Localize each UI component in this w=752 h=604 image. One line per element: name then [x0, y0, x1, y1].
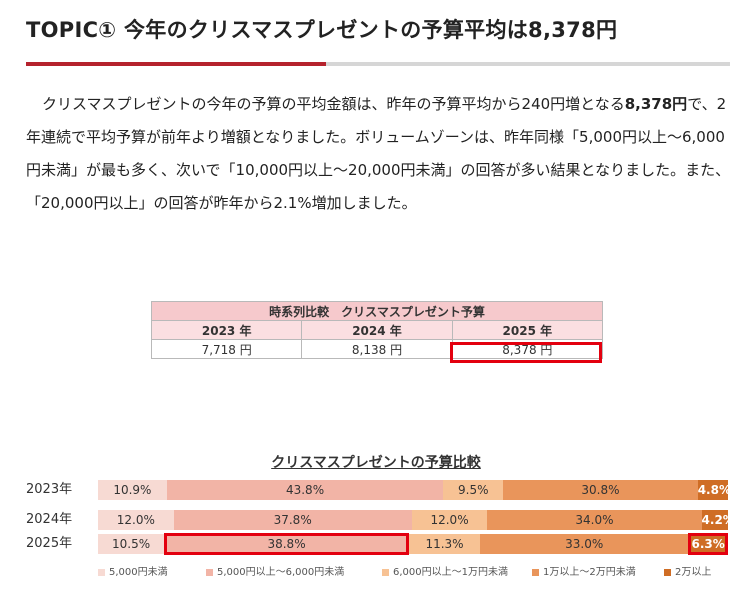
bar-segment: 37.8% — [173, 510, 412, 530]
stacked-bar-chart: 2023年 10.9% 43.8% 9.5% 30.8% 4.8% 2024年 12.0% 37… — [0, 478, 752, 598]
legend-swatch — [664, 568, 671, 576]
paragraph-highlight: 8,378円 — [624, 95, 688, 113]
budget-comparison-table: 時系列比較 クリスマスプレゼント予算 2023 年 2024 年 2025 年 … — [150, 301, 604, 359]
legend-swatch — [532, 568, 539, 576]
table-year-header: 2024 年 — [301, 320, 453, 340]
highlight-box — [164, 533, 409, 555]
table-value-cell: 7,718 円 — [150, 339, 303, 359]
table-year-header: 2023 年 — [150, 320, 303, 340]
legend-label: 2万以上 — [675, 567, 712, 578]
bar-segment: 4.8% — [697, 480, 728, 500]
row-label: 2024年 — [26, 512, 73, 527]
row-label: 2023年 — [26, 482, 73, 497]
highlight-box — [688, 533, 728, 555]
stacked-bar: 12.0%37.8%12.0%34.0%4.2% — [98, 510, 728, 530]
bar-segment: 6.3% — [688, 534, 728, 554]
article-title: TOPIC① 今年のクリスマスプレゼントの予算平均は8,378円 — [26, 18, 618, 42]
table-highlight-box — [450, 342, 602, 363]
legend-label: 5,000円未満 — [109, 567, 168, 578]
bar-segment: 34.0% — [487, 510, 702, 530]
table-year-header: 2025 年 — [451, 320, 604, 340]
title-underline-rest — [326, 62, 730, 66]
bar-segment: 38.8% — [164, 534, 409, 554]
table-value-cell: 8,138 円 — [301, 339, 453, 359]
bar-segment: 12.0% — [411, 510, 488, 530]
legend-item: 6,000円以上〜1万円未満 — [382, 565, 508, 581]
bar-segment: 10.9% — [98, 480, 167, 500]
chart-title: クリスマスプレゼントの予算比較 — [271, 455, 481, 471]
legend-label: 5,000円以上〜6,000円未満 — [217, 567, 345, 578]
bar-segment: 10.5% — [98, 534, 165, 554]
legend-swatch — [98, 568, 105, 576]
legend-item: 2万以上 — [664, 565, 711, 581]
legend-label: 6,000円以上〜1万円未満 — [393, 567, 508, 578]
bar-segment: 33.0% — [480, 534, 689, 554]
stacked-bar: 10.5% 38.8% 11.3% 33.0% 6.3% — [98, 534, 728, 554]
legend-swatch — [206, 568, 213, 576]
row-label: 2025年 — [26, 536, 73, 551]
bar-segment: 9.5% — [443, 480, 504, 500]
legend-item: 5,000円以上〜6,000円未満 — [206, 565, 344, 581]
bar-segment: 11.3% — [408, 534, 481, 554]
bar-segment: 4.2% — [701, 510, 728, 530]
table-caption: 時系列比較 クリスマスプレゼント予算 — [151, 301, 603, 321]
title-underline-accent — [26, 62, 326, 66]
paragraph-text-1: クリスマスプレゼントの今年の予算の平均金額は、昨年の予算平均から240円増となる — [42, 95, 625, 113]
legend-swatch — [382, 568, 389, 576]
legend-item: 1万以上〜2万円未満 — [532, 565, 636, 581]
bar-segment: 12.0% — [98, 510, 174, 530]
paragraph-text-2: で、2年連続で平均予算が前年より増額となりました。ボリュームゾーンは、昨年同様「… — [26, 95, 731, 212]
title-underline — [26, 62, 730, 66]
bar-segment: 43.8% — [166, 480, 444, 500]
stacked-bar: 10.9% 43.8% 9.5% 30.8% 4.8% — [98, 480, 728, 500]
legend-item: 5,000円未満 — [98, 565, 168, 581]
legend-label: 1万以上〜2万円未満 — [543, 567, 636, 578]
bar-segment: 30.8% — [503, 480, 698, 500]
chart-legend: 5,000円未満 5,000円以上〜6,000円未満 6,000円以上〜1万円未満 1… — [98, 565, 738, 581]
article-paragraph: クリスマスプレゼントの今年の予算の平均金額は、昨年の予算平均から240円増となる… — [26, 88, 732, 220]
